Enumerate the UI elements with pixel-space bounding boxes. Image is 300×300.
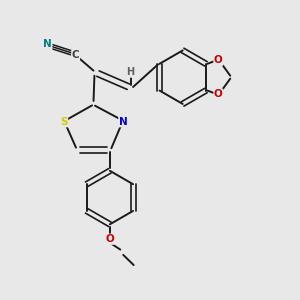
Text: O: O <box>106 234 114 244</box>
Text: O: O <box>214 55 223 65</box>
Text: N: N <box>43 40 52 50</box>
Text: H: H <box>127 67 135 77</box>
Text: S: S <box>60 117 68 127</box>
Text: C: C <box>72 50 80 60</box>
Text: O: O <box>214 89 223 99</box>
Text: N: N <box>119 117 128 127</box>
